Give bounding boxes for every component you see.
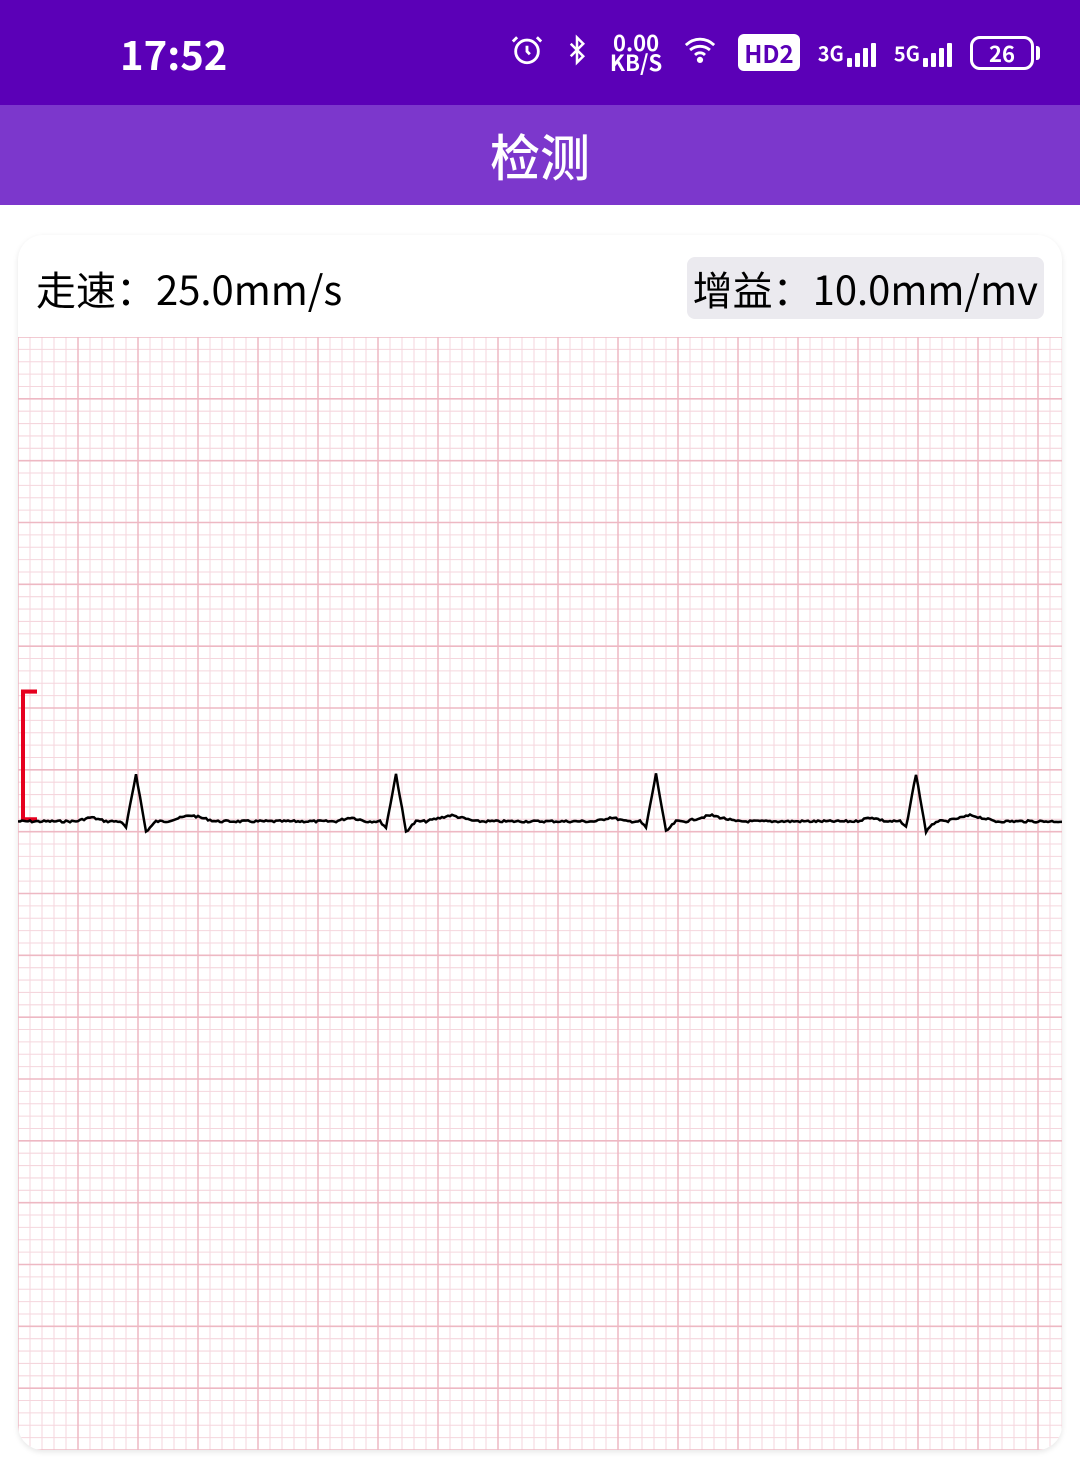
status-icons: 0.00 KB/S HD2 3G 5G 26 xyxy=(510,28,1040,77)
speed-label: 走速： xyxy=(36,259,156,317)
wifi-icon xyxy=(680,28,720,77)
data-rate-indicator: 0.00 KB/S xyxy=(610,33,662,73)
gain-control[interactable]: 增益：10.0mm/mv xyxy=(687,257,1044,319)
ecg-card: 走速：25.0mm/s 增益：10.0mm/mv xyxy=(18,235,1062,1450)
speed-display: 走速：25.0mm/s xyxy=(36,259,342,317)
status-bar: 17:52 0.00 KB/S HD2 3G 5G xyxy=(0,0,1080,105)
gain-value: 10.0mm/mv xyxy=(813,259,1038,317)
clock: 17:52 xyxy=(40,24,227,82)
signal-3g-label: 3G xyxy=(818,38,844,67)
battery-indicator: 26 xyxy=(970,36,1040,70)
battery-level: 26 xyxy=(970,36,1034,70)
signal-5g: 5G xyxy=(894,38,952,67)
page-title: 检测 xyxy=(490,119,590,191)
data-rate-unit: KB/S xyxy=(610,53,662,73)
bluetooth-icon xyxy=(562,28,592,77)
speed-value: 25.0mm/s xyxy=(156,259,342,317)
alarm-icon xyxy=(510,28,544,77)
hd2-badge: HD2 xyxy=(738,34,799,71)
ecg-chart[interactable] xyxy=(18,337,1062,1450)
gain-label: 增益： xyxy=(693,259,813,317)
content-area: 走速：25.0mm/s 增益：10.0mm/mv xyxy=(0,205,1080,1468)
ecg-card-header: 走速：25.0mm/s 增益：10.0mm/mv xyxy=(18,235,1062,337)
signal-5g-label: 5G xyxy=(894,38,920,67)
app-bar: 检测 xyxy=(0,105,1080,205)
signal-3g: 3G xyxy=(818,38,876,67)
